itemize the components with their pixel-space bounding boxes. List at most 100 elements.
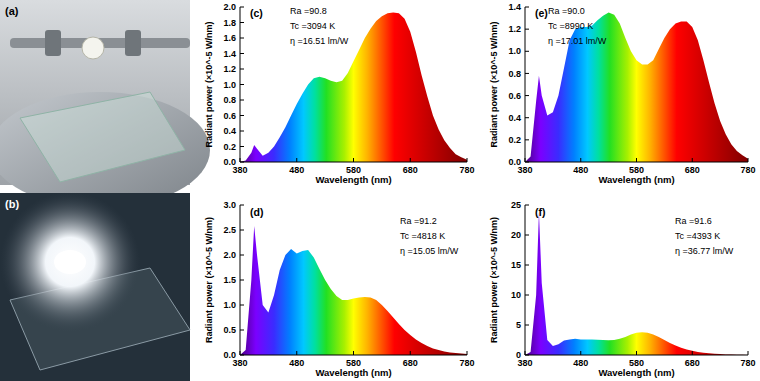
y-axis-title: Radiant power (×10^-5 W/nm) — [204, 21, 214, 147]
y-tick-label: 20 — [511, 230, 521, 240]
y-tick-label: 1.8 — [223, 18, 236, 28]
x-tick-label: 680 — [403, 358, 418, 368]
x-tick — [692, 158, 693, 162]
y-tick-label: 0.2 — [223, 142, 236, 152]
x-tick — [240, 351, 241, 355]
x-tick-label: 480 — [289, 358, 304, 368]
y-tick-label: 1.2 — [223, 64, 236, 74]
y-axis-title: Radiant power (×10^-5 W/nm) — [489, 217, 499, 343]
x-tick — [580, 351, 581, 355]
y-tick-label: 15 — [511, 260, 521, 270]
y-tick — [240, 100, 244, 101]
y-tick-label: 5 — [516, 320, 521, 330]
chart: 3804805806807800.00.20.40.60.81.01.21.4W… — [489, 2, 756, 185]
y-axis-title: Radiant power (×10^-5 W/nm) — [204, 217, 214, 343]
annotation: η =17.01 lm/W — [548, 36, 607, 46]
y-tick — [240, 38, 244, 39]
x-tick-label: 780 — [459, 358, 474, 368]
y-tick-label: 0.6 — [223, 111, 236, 121]
y-tick — [240, 7, 244, 8]
y-tick-label: 0.2 — [508, 135, 521, 145]
x-tick — [353, 351, 354, 355]
y-tick — [525, 139, 529, 140]
y-tick-label: 1.2 — [508, 24, 521, 34]
y-tick-label: 0.0 — [223, 350, 236, 360]
x-tick-label: 680 — [685, 165, 700, 175]
y-axis — [525, 7, 526, 162]
x-tick — [467, 158, 468, 162]
y-tick — [240, 146, 244, 147]
panel-label: (f) — [535, 206, 546, 218]
y-tick — [240, 280, 244, 281]
y-tick — [525, 29, 529, 30]
photo-a: (a) — [0, 0, 210, 208]
x-tick-label: 780 — [459, 165, 474, 175]
y-tick — [240, 131, 244, 132]
annotation: η =15.05 lm/W — [400, 246, 459, 256]
y-tick-label: 1.4 — [508, 2, 521, 12]
y-tick-label: 1.0 — [223, 300, 236, 310]
x-tick — [296, 158, 297, 162]
y-tick — [240, 22, 244, 23]
y-tick — [240, 69, 244, 70]
y-tick-label: 0.8 — [223, 95, 236, 105]
x-tick — [748, 351, 749, 355]
plot-area — [525, 13, 748, 162]
y-tick — [525, 7, 529, 8]
y-tick — [240, 330, 244, 331]
x-tick-label: 680 — [685, 358, 700, 368]
y-tick — [525, 265, 529, 266]
annotation: Ra =90.8 — [290, 6, 327, 16]
photo-b: (b) — [0, 192, 190, 381]
annotation: Tc =4818 K — [400, 231, 445, 241]
plot-area — [240, 12, 467, 162]
y-tick — [525, 235, 529, 236]
annotation: Ra =90.0 — [548, 6, 585, 16]
y-tick — [240, 355, 244, 356]
x-tick — [467, 351, 468, 355]
x-tick — [353, 158, 354, 162]
y-tick-label: 3.0 — [223, 200, 236, 210]
y-tick — [240, 305, 244, 306]
y-tick — [240, 205, 244, 206]
panel-label: (c) — [250, 7, 263, 19]
y-tick-label: 0.0 — [223, 157, 236, 167]
panel-label: (e) — [535, 7, 548, 19]
y-tick — [240, 162, 244, 163]
y-tick-label: 10 — [511, 290, 521, 300]
y-tick — [240, 255, 244, 256]
y-tick-label: 0 — [516, 350, 521, 360]
panel-label: (b) — [5, 198, 19, 210]
x-tick — [636, 351, 637, 355]
y-tick — [240, 115, 244, 116]
x-tick — [580, 158, 581, 162]
spectrum-area — [525, 212, 748, 355]
metal-stage — [0, 92, 210, 208]
y-tick — [525, 295, 529, 296]
chart: 3804805806807800.00.51.01.52.02.53.0Wave… — [204, 200, 475, 378]
y-tick-label: 0.4 — [223, 126, 236, 136]
annotation: Tc =8990 K — [548, 21, 593, 31]
y-tick-label: 0.8 — [508, 69, 521, 79]
y-tick-label: 1.0 — [508, 46, 521, 56]
y-tick-label: 1.5 — [223, 275, 236, 285]
x-axis-title: Wavelength (nm) — [598, 174, 674, 185]
spectrum-area — [525, 13, 748, 162]
x-tick — [636, 158, 637, 162]
y-tick — [525, 95, 529, 96]
x-tick-label: 480 — [573, 165, 588, 175]
x-tick-label: 680 — [403, 165, 418, 175]
annotation: η =36.77 lm/W — [675, 246, 734, 256]
spectrum-area — [240, 12, 467, 162]
clamp — [45, 30, 61, 56]
y-tick — [240, 53, 244, 54]
photo-background — [0, 193, 190, 381]
y-axis — [525, 205, 526, 355]
y-tick-label: 0.0 — [508, 157, 521, 167]
y-tick-label: 2.0 — [223, 250, 236, 260]
x-tick — [748, 158, 749, 162]
light-glow — [0, 192, 140, 332]
x-tick — [296, 351, 297, 355]
y-tick — [525, 117, 529, 118]
glass-slide — [20, 92, 185, 182]
